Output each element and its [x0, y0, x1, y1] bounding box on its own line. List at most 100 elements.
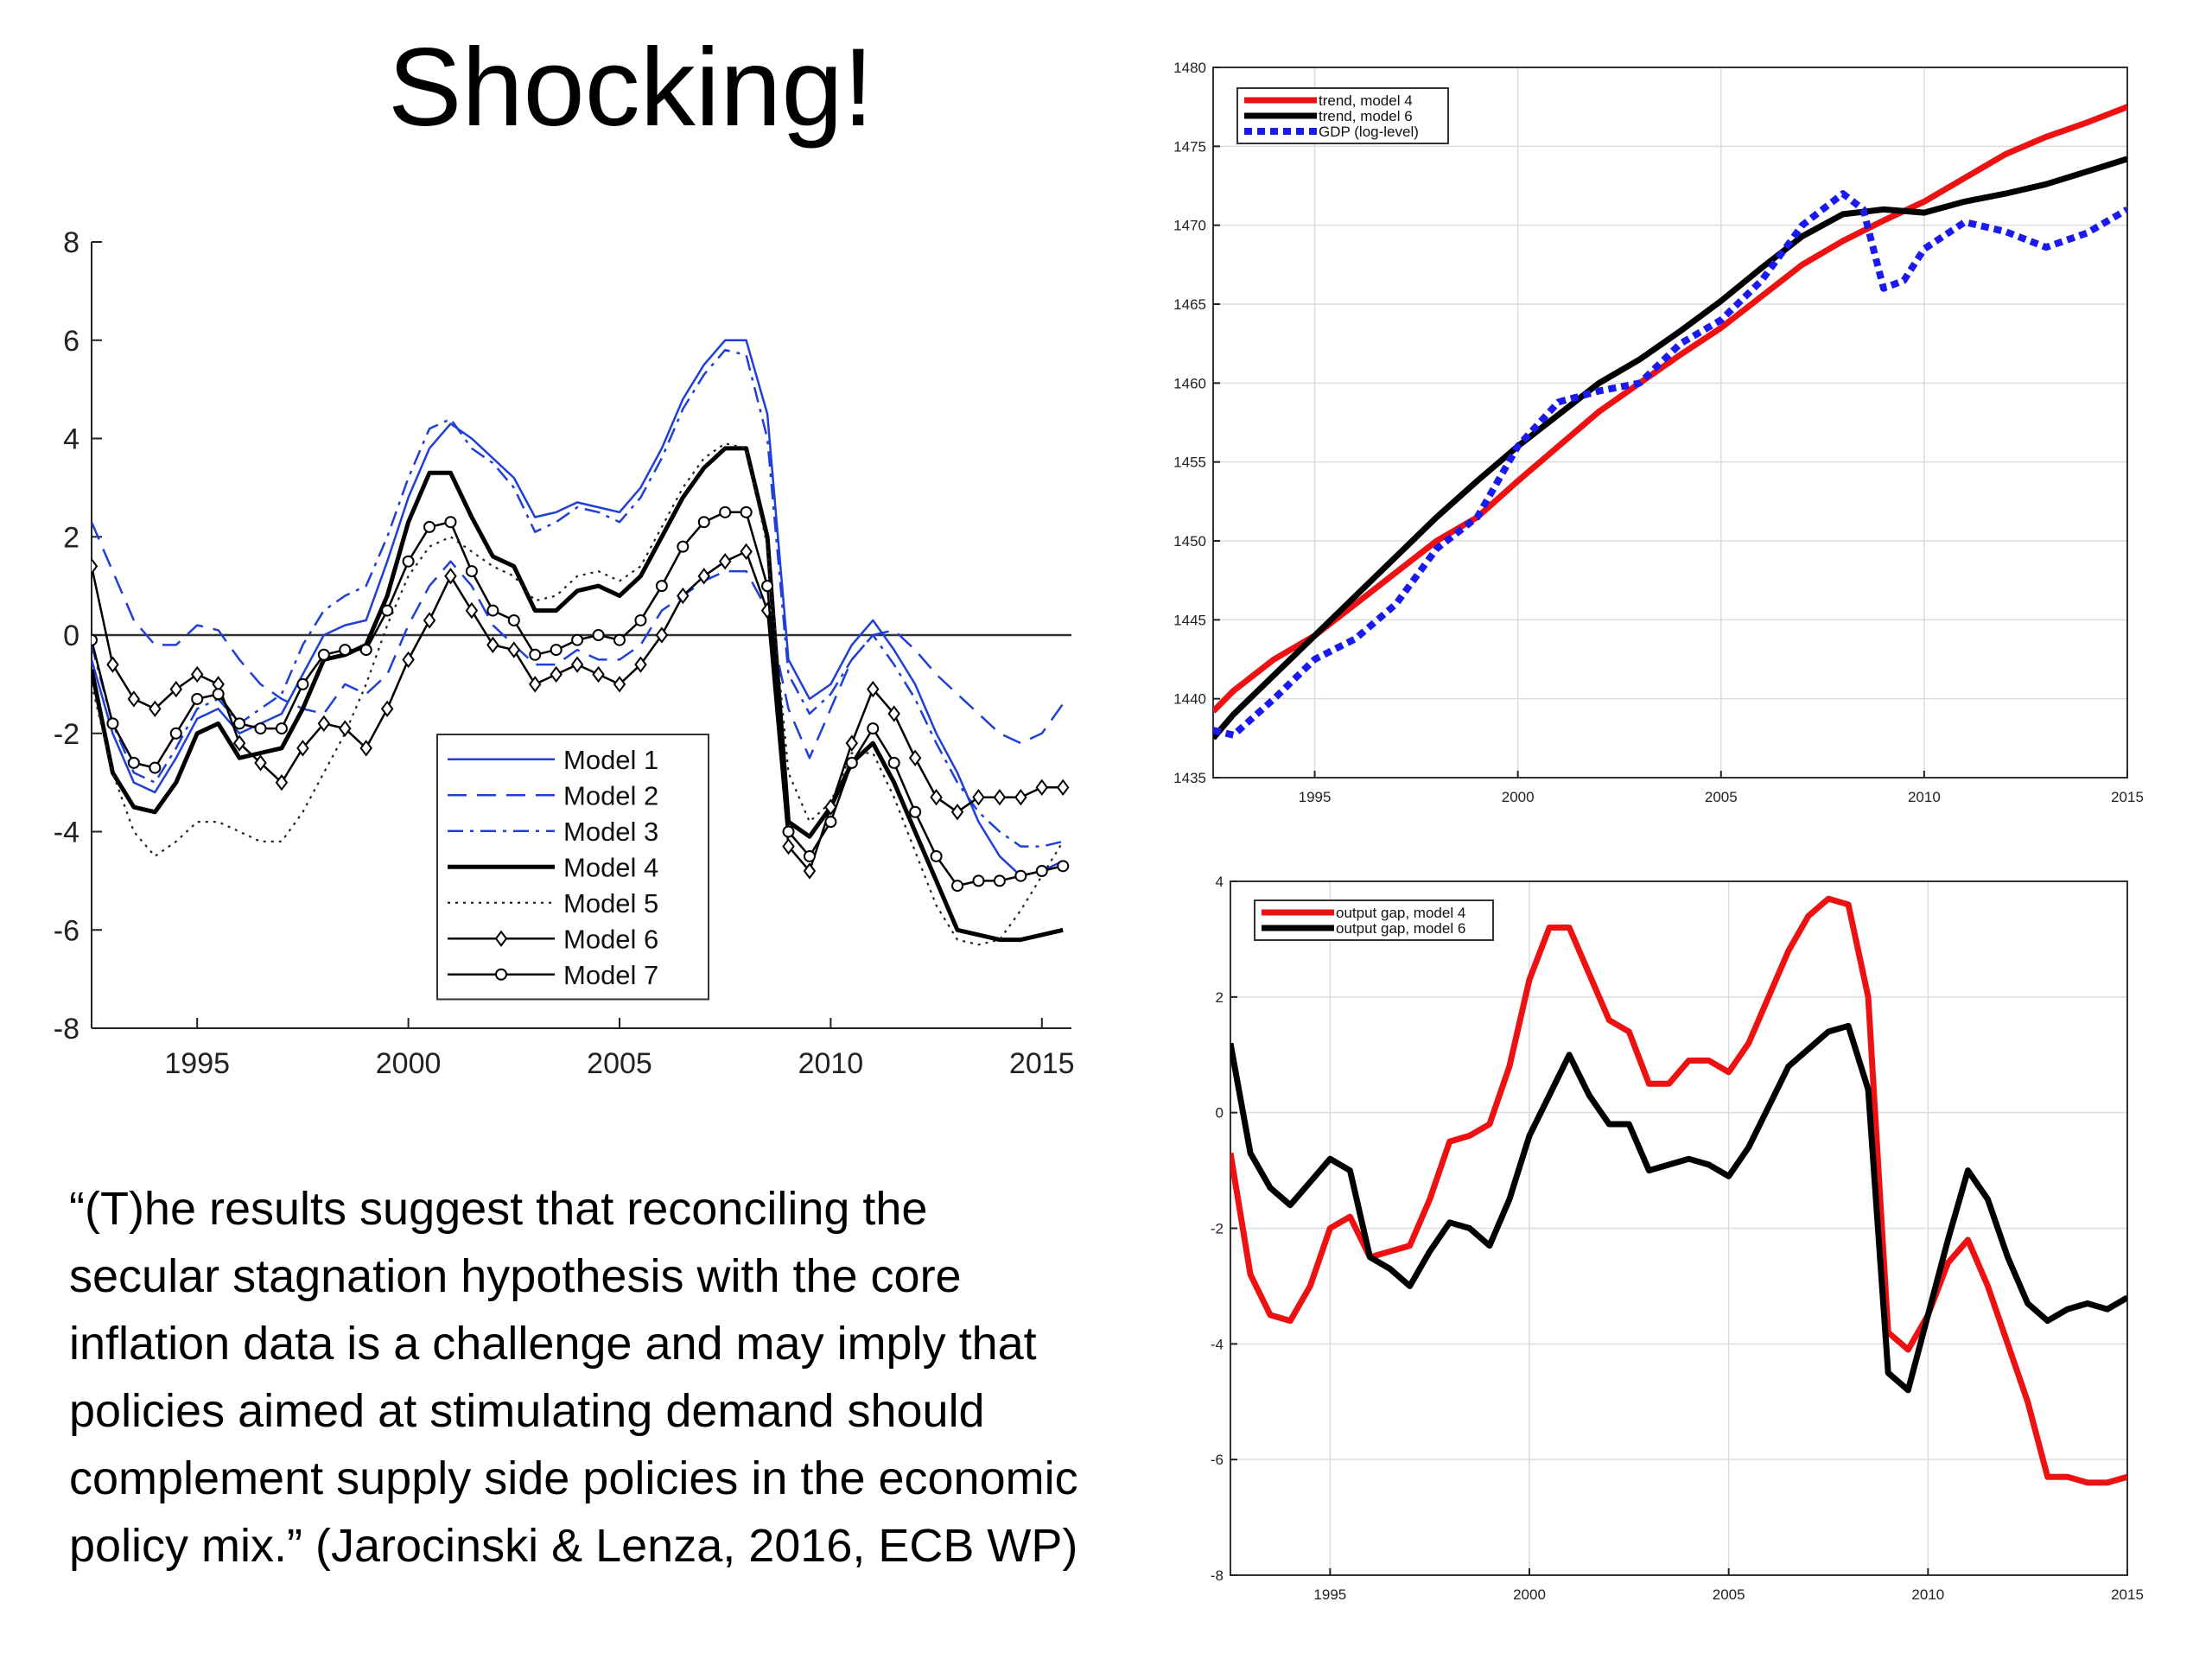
plot-frame: [1212, 67, 2128, 779]
data-point-marker: [782, 825, 795, 838]
data-point-marker: [634, 656, 647, 673]
data-point-marker: [655, 580, 668, 593]
series-line-2: [1230, 1022, 2127, 1394]
data-point-marker: [275, 722, 288, 735]
y-tick-label: 0: [63, 620, 79, 652]
legend-label: output gap, model 4: [1336, 905, 1465, 921]
data-point-marker: [254, 722, 267, 735]
data-point-marker: [930, 849, 943, 862]
data-point-marker: [423, 520, 436, 533]
data-point-marker: [867, 722, 880, 735]
x-tick-label: 2005: [1713, 1586, 1745, 1603]
y-tick-label: 6: [63, 325, 79, 358]
series-line-1: [1230, 895, 2127, 1486]
data-point-marker: [571, 633, 584, 646]
data-point-marker: [92, 557, 99, 575]
data-point-marker: [339, 644, 352, 657]
legend-label: trend, model 4: [1319, 92, 1413, 109]
data-point-marker: [317, 715, 331, 733]
data-point-marker: [655, 626, 669, 644]
data-point-marker: [634, 613, 647, 626]
series-line-3: [1213, 190, 2127, 739]
data-point-marker: [92, 633, 98, 646]
data-point-marker: [930, 789, 943, 806]
data-point-marker: [212, 688, 225, 701]
data-point-marker: [317, 648, 330, 661]
x-tick-label: 1995: [1313, 1586, 1346, 1603]
y-tick-label: 4: [63, 423, 79, 456]
data-point-marker: [507, 641, 521, 658]
y-tick-label: -8: [54, 1013, 79, 1046]
legend-label: GDP (log-level): [1319, 124, 1419, 140]
data-point-marker: [380, 700, 394, 717]
y-tick-label: 1440: [1173, 691, 1206, 708]
y-tick-label: -6: [1211, 1452, 1224, 1468]
y-tick-label: -8: [1211, 1567, 1224, 1584]
legend-label: output gap, model 6: [1336, 920, 1465, 937]
data-point-marker: [1014, 789, 1027, 806]
x-tick-label: 2000: [1513, 1586, 1546, 1603]
chart-output-gap: -8 -6 -4 -2 0 2 4 1995 2000 2005 2010 2015 output ga…: [1211, 874, 2144, 1603]
data-point-marker: [740, 543, 753, 560]
data-point-marker: [359, 740, 372, 757]
data-point-marker: [550, 665, 563, 683]
data-point-marker: [402, 555, 415, 568]
x-tick-label: 1995: [164, 1047, 230, 1080]
y-tick-label: 1460: [1173, 375, 1206, 391]
data-point-marker: [127, 756, 140, 769]
legend-label: Model 4: [563, 852, 658, 882]
grid-lines: [1213, 67, 2128, 779]
data-point-marker: [191, 692, 204, 705]
data-point-marker: [972, 789, 985, 806]
y-tick-label: 1455: [1173, 454, 1206, 471]
legend-label: Model 3: [563, 817, 658, 847]
y-tick-label: -4: [54, 817, 79, 849]
data-point-marker: [507, 613, 520, 626]
data-point-marker: [677, 540, 690, 553]
data-point-marker: [423, 612, 436, 629]
data-point-marker: [570, 656, 584, 673]
data-point-marker: [592, 665, 605, 683]
x-tick-label: 2010: [1911, 1586, 1944, 1603]
data-point-marker: [233, 717, 246, 730]
data-point-marker: [697, 568, 710, 585]
legend-marker: [494, 930, 508, 947]
x-tick-label: 2015: [2111, 1586, 2144, 1603]
data-point-marker: [887, 756, 900, 769]
data-point-marker: [339, 720, 352, 737]
x-tick-label: 2015: [2111, 789, 2144, 805]
data-point-marker: [254, 754, 267, 772]
legend-label: Model 5: [563, 888, 658, 918]
y-tick-label: 1435: [1173, 770, 1206, 786]
data-point-marker: [550, 644, 563, 657]
data-point-marker: [867, 680, 880, 698]
data-point-marker: [296, 740, 309, 757]
data-point-marker: [127, 690, 141, 708]
data-point-marker: [1056, 779, 1070, 796]
x-tick-label: 2010: [1908, 789, 1941, 805]
data-point-marker: [613, 633, 626, 646]
y-tick-label: -6: [54, 914, 79, 947]
data-point-marker: [296, 677, 309, 690]
x-tick-label: 2000: [376, 1047, 442, 1080]
data-point-marker: [232, 734, 246, 752]
y-tick-label: 1450: [1173, 533, 1206, 550]
data-point-marker: [149, 700, 162, 717]
data-point-marker: [444, 516, 457, 529]
series-line-2: [1213, 156, 2127, 741]
y-tick-label: 1470: [1173, 218, 1206, 234]
y-tick-label: -2: [54, 718, 79, 751]
legend-label: Model 2: [563, 780, 658, 810]
series-line-5: [92, 442, 1065, 946]
data-point-marker: [381, 604, 394, 617]
data-point-marker: [972, 874, 985, 887]
data-point-marker: [803, 849, 816, 862]
data-point-marker: [190, 665, 204, 683]
x-tick-label: 1995: [1299, 789, 1332, 805]
legend: Model 1 Model 2 Model 3 Model 4 Model 5 Model…: [436, 734, 709, 1001]
y-tick-label: 1465: [1173, 296, 1206, 313]
data-point-marker: [592, 629, 605, 641]
data-point-marker: [909, 805, 922, 818]
data-point-marker: [465, 565, 478, 578]
series-line-3: [92, 348, 1064, 848]
